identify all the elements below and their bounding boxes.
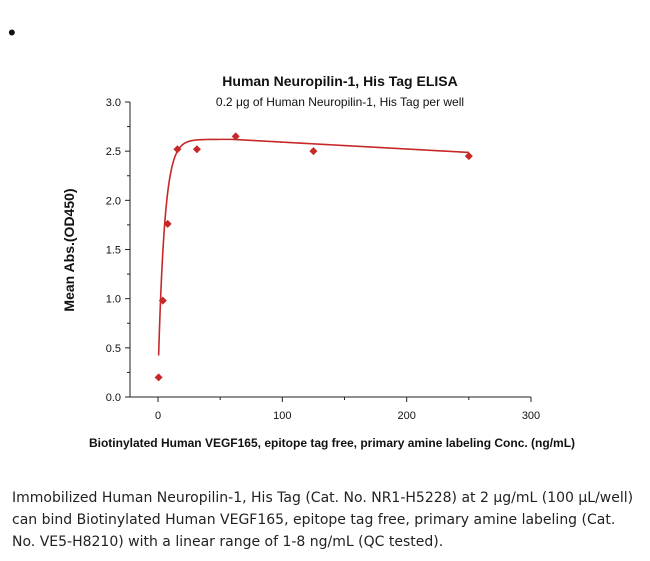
fitted-curve <box>157 138 469 356</box>
bullet-mark: • <box>8 20 16 45</box>
y-axis-label: Mean Abs.(OD450) <box>61 188 77 311</box>
x-tick-label: 200 <box>397 410 415 422</box>
series-marks <box>154 132 473 382</box>
y-tick-label: 0.0 <box>106 392 121 404</box>
chart-title: Human Neuropilin-1, His Tag ELISA <box>222 73 457 89</box>
data-point <box>231 132 240 141</box>
x-tick-label: 0 <box>155 410 161 422</box>
y-tick-label: 1.0 <box>106 294 121 306</box>
data-point <box>158 296 167 305</box>
y-tick-label: 2.5 <box>106 146 121 158</box>
elisa-chart: Human Neuropilin-1, His Tag ELISA 0.2 μg… <box>61 73 575 450</box>
data-point <box>173 145 182 154</box>
x-tick-label: 300 <box>522 410 540 422</box>
data-point <box>309 147 318 156</box>
y-tick-label: 2.0 <box>106 195 121 207</box>
figure-caption: Immobilized Human Neuropilin-1, His Tag … <box>12 490 634 550</box>
axes: 0.0 0.5 1.0 1.5 2.0 2.5 3.0 0 100 200 300 <box>106 97 540 422</box>
y-tick-label: 1.5 <box>106 245 121 257</box>
data-point <box>154 373 163 382</box>
chart-subtitle: 0.2 μg of Human Neuropilin-1, His Tag pe… <box>216 95 464 109</box>
x-axis-label: Biotinylated Human VEGF165, epitope tag … <box>89 436 575 450</box>
x-tick-label: 100 <box>273 410 291 422</box>
data-point <box>464 152 473 161</box>
data-point <box>192 145 201 154</box>
data-point <box>163 219 172 228</box>
y-tick-label: 0.5 <box>106 343 121 355</box>
y-tick-label: 3.0 <box>106 97 121 109</box>
